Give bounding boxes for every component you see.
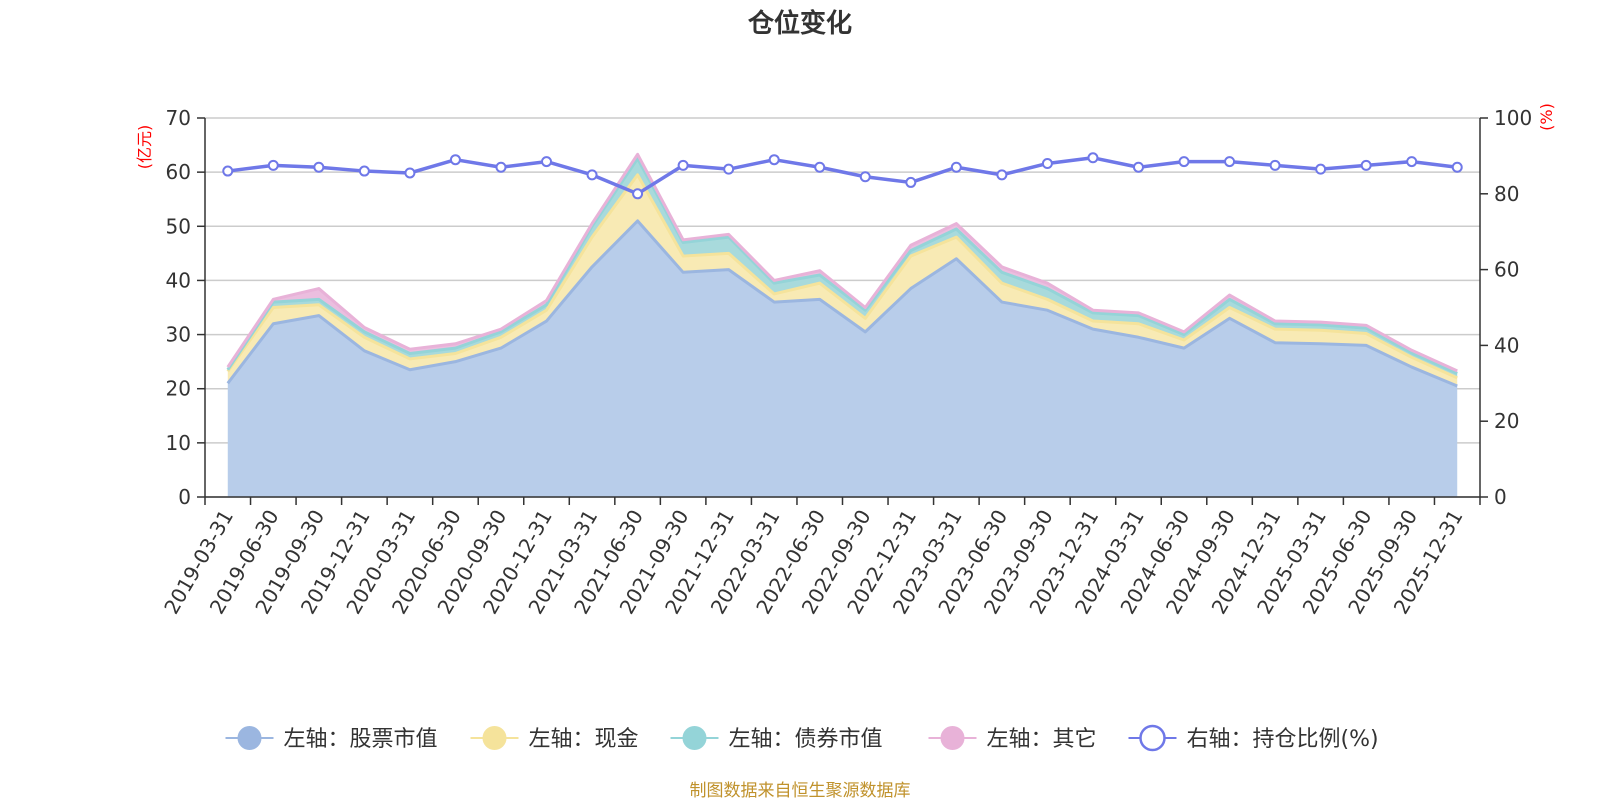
right-tick-label: 0: [1494, 485, 1507, 509]
ratio-point: [267, 159, 279, 171]
area-左轴：债券市值: [227, 158, 1458, 378]
left-tick-label: 70: [166, 106, 191, 130]
left-tick-label: 40: [166, 268, 191, 292]
left-tick-label: 50: [166, 214, 191, 238]
ratio-point: [449, 154, 461, 166]
ratio-point: [222, 165, 234, 177]
left-tick-label: 60: [166, 160, 191, 184]
ratio-point: [1360, 159, 1372, 171]
legend-label: 左轴：现金: [529, 727, 639, 752]
area-左轴：股票市值: [227, 220, 1458, 497]
left-tick-label: 20: [166, 377, 191, 401]
ratio-point: [586, 169, 598, 181]
legend-label: 左轴：股票市值: [284, 727, 438, 752]
ratio-point: [1041, 157, 1053, 169]
left-tick-label: 10: [166, 431, 191, 455]
ratio-point: [1451, 161, 1463, 173]
ratio-point: [859, 171, 871, 183]
right-tick-label: 20: [1494, 409, 1519, 433]
legend-marker: [682, 726, 707, 750]
ratio-point: [905, 176, 917, 188]
ratio-point: [1269, 159, 1281, 171]
right-tick-label: 80: [1494, 182, 1519, 206]
area-edge-左轴：现金: [226, 173, 1458, 380]
ratio-point: [632, 188, 644, 200]
left-tick-label: 30: [166, 323, 191, 347]
area-edge-左轴：股票市值: [226, 219, 1458, 388]
ratio-point: [1224, 156, 1236, 168]
left-tick-label: 0: [178, 485, 191, 509]
legend[interactable]: 左轴：股票市值 左轴：现金 左轴：债券市值 左轴：其它 右轴：持仓比例(%): [225, 724, 1379, 752]
legend-label: 右轴：持仓比例(%): [1187, 727, 1379, 752]
holding-ratio-line: [222, 152, 1463, 200]
source-note: 制图数据来自恒生聚源数据库: [690, 781, 911, 800]
ratio-point: [1406, 156, 1418, 168]
ratio-point: [1087, 152, 1099, 164]
ratio-point: [1315, 163, 1327, 175]
ratio-point: [1132, 161, 1144, 173]
legend-label: 左轴：其它: [987, 727, 1097, 752]
ratio-point: [541, 156, 553, 168]
area-左轴：现金: [227, 174, 1458, 387]
area-edge-左轴：其它: [226, 152, 1458, 373]
ratio-point: [358, 165, 370, 177]
legend-item[interactable]: 左轴：其它: [928, 726, 1097, 752]
legend-item[interactable]: 左轴：债券市值: [670, 726, 883, 752]
ratio-point: [677, 159, 689, 171]
chart-title: 仓位变化: [747, 8, 852, 39]
right-tick-label: 60: [1494, 258, 1519, 282]
legend-marker: [237, 726, 262, 750]
legend-marker: [1139, 724, 1166, 752]
legend-item[interactable]: 左轴：现金: [470, 726, 639, 752]
right-tick-label: 100: [1494, 106, 1532, 130]
ratio-point: [996, 169, 1008, 181]
right-tick-label: 40: [1494, 333, 1519, 357]
legend-marker: [482, 726, 507, 750]
stacked-areas: [226, 152, 1458, 497]
ratio-point: [495, 161, 507, 173]
legend-marker: [940, 726, 965, 750]
ratio-point: [950, 161, 962, 173]
ratio-point: [768, 154, 780, 166]
legend-item[interactable]: 右轴：持仓比例(%): [1128, 724, 1379, 752]
ratio-point: [404, 167, 416, 179]
ratio-point: [1178, 156, 1190, 168]
right-axis-unit: (%): [1537, 103, 1556, 131]
legend-label: 左轴：债券市值: [729, 727, 883, 752]
legend-item[interactable]: 左轴：股票市值: [225, 726, 438, 752]
ratio-line-path: [227, 156, 1458, 196]
ratio-point: [723, 163, 735, 175]
left-axis-unit: (亿元): [135, 125, 154, 170]
ratio-point: [313, 161, 325, 173]
ratio-point: [814, 161, 826, 173]
area-edge-左轴：债券市值: [226, 157, 1458, 375]
